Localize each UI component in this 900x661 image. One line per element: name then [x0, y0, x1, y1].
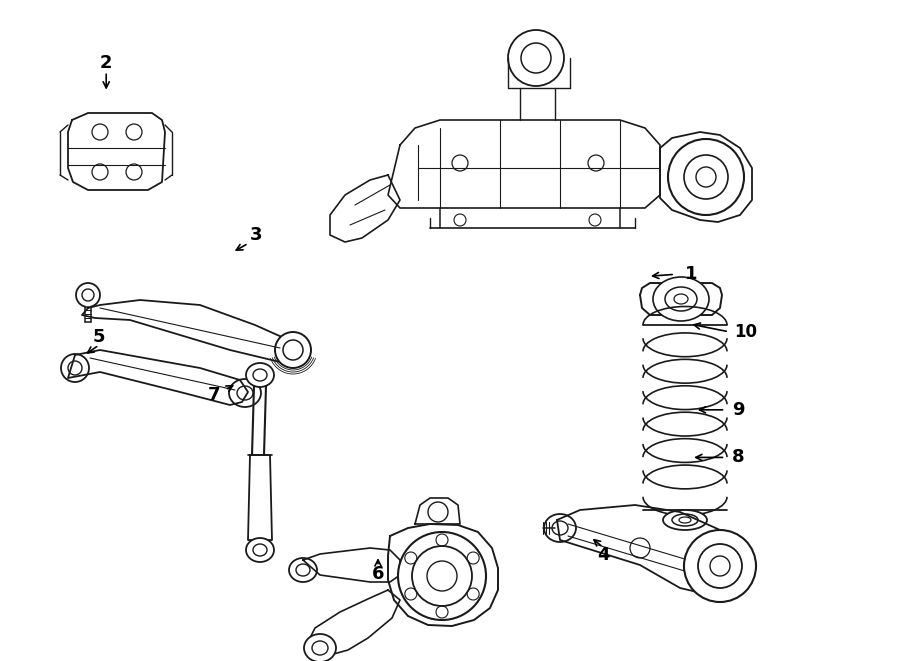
Polygon shape: [388, 524, 498, 626]
Ellipse shape: [398, 532, 486, 620]
Text: 6: 6: [372, 564, 384, 583]
Ellipse shape: [76, 283, 100, 307]
Ellipse shape: [663, 510, 707, 530]
Ellipse shape: [684, 155, 728, 199]
Polygon shape: [248, 455, 272, 540]
Polygon shape: [303, 548, 400, 582]
Ellipse shape: [508, 30, 564, 86]
Text: 3: 3: [250, 225, 263, 244]
Ellipse shape: [544, 514, 576, 542]
Ellipse shape: [665, 287, 697, 311]
Polygon shape: [330, 175, 400, 242]
Ellipse shape: [229, 379, 261, 407]
Text: 5: 5: [93, 328, 105, 346]
Text: 9: 9: [732, 401, 744, 419]
Ellipse shape: [412, 546, 472, 606]
Ellipse shape: [246, 538, 274, 562]
Text: 7: 7: [208, 385, 220, 404]
Polygon shape: [640, 283, 722, 315]
Polygon shape: [388, 120, 660, 208]
Ellipse shape: [283, 340, 303, 360]
Ellipse shape: [289, 558, 317, 582]
Text: 1: 1: [685, 265, 698, 284]
Ellipse shape: [275, 332, 311, 368]
Polygon shape: [82, 300, 298, 362]
Text: 2: 2: [100, 54, 112, 72]
Text: 4: 4: [597, 546, 609, 564]
Polygon shape: [660, 132, 752, 222]
Polygon shape: [68, 350, 248, 405]
Ellipse shape: [672, 514, 698, 526]
Ellipse shape: [684, 530, 756, 602]
Polygon shape: [557, 505, 742, 595]
Ellipse shape: [61, 354, 89, 382]
Text: 10: 10: [734, 323, 757, 341]
Polygon shape: [308, 590, 400, 655]
Ellipse shape: [653, 277, 709, 321]
Ellipse shape: [246, 363, 274, 387]
Ellipse shape: [698, 544, 742, 588]
Polygon shape: [415, 498, 460, 524]
Text: 8: 8: [732, 448, 744, 467]
Polygon shape: [68, 113, 165, 190]
Ellipse shape: [304, 634, 336, 661]
Ellipse shape: [668, 139, 744, 215]
